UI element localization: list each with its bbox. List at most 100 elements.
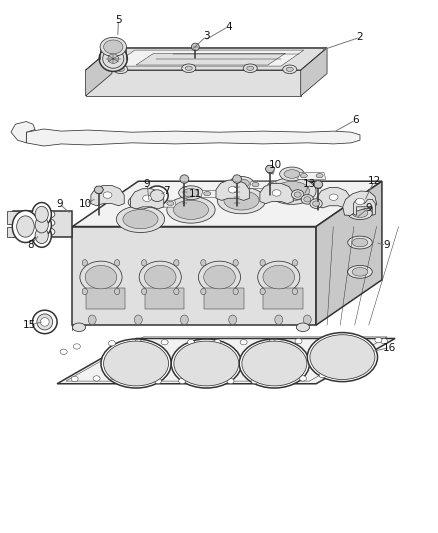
Ellipse shape [94,186,103,193]
Ellipse shape [251,182,258,187]
Ellipse shape [142,195,151,201]
Ellipse shape [80,261,122,293]
Polygon shape [57,338,394,384]
Ellipse shape [355,198,364,205]
Polygon shape [148,200,176,207]
Text: 5: 5 [115,15,122,25]
Ellipse shape [233,260,238,266]
Text: 10: 10 [268,160,282,170]
Ellipse shape [351,209,367,217]
Ellipse shape [181,64,195,72]
Ellipse shape [123,209,158,229]
Text: 8: 8 [27,240,34,250]
Polygon shape [13,211,72,237]
Ellipse shape [117,67,124,71]
Ellipse shape [351,337,358,343]
Text: 12: 12 [367,176,380,186]
Ellipse shape [259,288,265,295]
Ellipse shape [239,339,309,388]
Polygon shape [112,50,303,66]
Polygon shape [85,70,300,96]
Ellipse shape [200,260,205,266]
Ellipse shape [223,191,258,210]
Ellipse shape [146,186,168,205]
Polygon shape [315,181,381,325]
Ellipse shape [347,265,371,278]
Ellipse shape [71,376,78,382]
Ellipse shape [35,206,48,222]
Polygon shape [300,48,326,96]
Ellipse shape [286,67,293,71]
Ellipse shape [380,338,387,344]
Ellipse shape [347,236,371,249]
Text: 10: 10 [79,199,92,208]
Ellipse shape [233,179,249,188]
Ellipse shape [180,315,188,325]
Ellipse shape [267,177,315,204]
Ellipse shape [268,340,275,345]
Ellipse shape [318,373,325,378]
Ellipse shape [12,211,39,243]
Text: 9: 9 [382,240,389,250]
Ellipse shape [141,288,146,295]
Polygon shape [249,181,277,188]
Ellipse shape [282,65,296,74]
Ellipse shape [217,187,265,214]
Polygon shape [316,188,350,208]
Ellipse shape [228,187,237,193]
Ellipse shape [292,288,297,295]
Text: 3: 3 [202,31,209,41]
Ellipse shape [180,175,188,183]
Ellipse shape [103,341,168,386]
Ellipse shape [32,203,51,226]
Ellipse shape [161,340,168,345]
Ellipse shape [144,265,176,289]
Ellipse shape [100,37,126,56]
Ellipse shape [178,186,203,200]
Ellipse shape [203,191,210,196]
Text: 2: 2 [356,33,363,42]
Text: 4: 4 [224,22,231,31]
Ellipse shape [309,199,321,208]
Ellipse shape [82,288,87,295]
Ellipse shape [226,378,233,384]
Polygon shape [85,48,112,96]
Ellipse shape [99,46,127,71]
Ellipse shape [171,339,241,388]
Ellipse shape [312,201,319,206]
Ellipse shape [110,375,117,380]
Ellipse shape [265,165,274,173]
Ellipse shape [219,191,226,196]
Ellipse shape [28,217,55,228]
Polygon shape [72,181,381,227]
Ellipse shape [275,378,282,384]
Ellipse shape [292,260,297,266]
Text: 11: 11 [188,189,201,199]
Ellipse shape [93,376,100,381]
Ellipse shape [32,310,57,334]
Ellipse shape [203,265,235,289]
Ellipse shape [32,213,51,237]
Ellipse shape [232,175,241,183]
Ellipse shape [259,260,265,266]
Ellipse shape [323,338,330,344]
Ellipse shape [166,201,173,206]
Polygon shape [215,180,249,200]
Ellipse shape [139,261,181,293]
Ellipse shape [187,340,194,345]
Ellipse shape [347,207,371,220]
Ellipse shape [173,200,208,220]
Text: 9: 9 [56,199,63,208]
Ellipse shape [154,378,161,384]
Ellipse shape [88,315,96,325]
Ellipse shape [291,190,303,199]
Ellipse shape [241,341,306,386]
Ellipse shape [116,206,164,232]
Ellipse shape [173,260,179,266]
Polygon shape [7,227,24,237]
Polygon shape [26,129,359,146]
Polygon shape [130,189,163,209]
Polygon shape [136,53,285,65]
Polygon shape [72,227,315,325]
Ellipse shape [73,344,80,349]
